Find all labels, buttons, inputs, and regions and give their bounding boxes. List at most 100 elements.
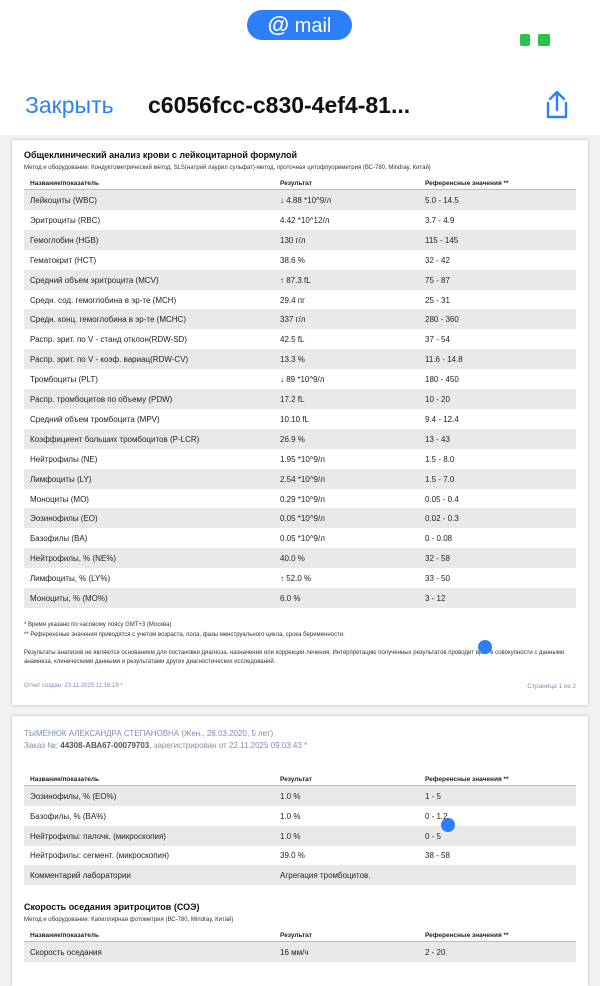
table-row: Гематокрит (HCT) 38.6 % 32 - 42 bbox=[24, 250, 576, 270]
table-cell: 13 - 43 bbox=[425, 434, 450, 444]
table-row: Лимфоциты (LY) 2.54 *10^9/л 1.5 - 7.0 bbox=[24, 468, 576, 489]
table-cell: 37 - 54 bbox=[425, 335, 450, 345]
order: Заказ №: 44308-АВА67-00079703, зарегистр… bbox=[24, 741, 307, 750]
page-number: Страница 1 из 2 bbox=[527, 683, 576, 690]
table-cell: 38 - 58 bbox=[425, 851, 450, 861]
table-header: Название/показатель Результат Референсные … bbox=[24, 930, 576, 942]
footnote: ** Референсные значения приводятся с уче… bbox=[24, 632, 345, 638]
table-header: Название/показатель Результат Референсные … bbox=[24, 774, 576, 786]
share-button[interactable] bbox=[543, 89, 571, 121]
table-cell: Лимфоциты (LY) bbox=[30, 474, 92, 484]
table-cell: Тромбоциты (PLT) bbox=[30, 375, 98, 385]
table-cell: Базофилы (BA) bbox=[30, 534, 88, 544]
table-cell: 0.05 *10^9/л bbox=[280, 534, 325, 544]
table-cell: Нейтрофилы: сегмент. (микроскопия) bbox=[30, 851, 169, 861]
table-row: Тромбоциты (PLT) ↓ 89 *10^9/л 180 - 450 bbox=[24, 369, 576, 389]
column-header: Результат bbox=[280, 180, 312, 187]
table-cell: 130 г/л bbox=[280, 235, 306, 245]
column-header: Референсные значения ** bbox=[425, 180, 509, 187]
table-cell: Средн. сод. гемоглобина в эр-те (MCH) bbox=[30, 295, 177, 305]
table-cell: Моноциты (MO) bbox=[30, 494, 89, 504]
table-cell: Средний объем эритроцита (MCV) bbox=[30, 275, 159, 285]
table-cell: Базофилы, % (BA%) bbox=[30, 811, 106, 821]
table-cell: 0 - 1.2 bbox=[425, 811, 448, 821]
table-cell: Гематокрит (HCT) bbox=[30, 255, 97, 265]
table-cell: ↓ 4.88 *10^9/л bbox=[280, 196, 332, 205]
table-cell: Скорость оседания bbox=[30, 948, 102, 957]
table-cell: Моноциты, % (MO%) bbox=[30, 594, 108, 603]
table-cell: Распр. тромбоцитов по объему (PDW) bbox=[30, 395, 173, 404]
table-cell: 40.0 % bbox=[280, 554, 305, 564]
table-cell: 0.05 *10^9/л bbox=[280, 514, 325, 524]
table-cell: 38.6 % bbox=[280, 255, 305, 265]
order-details: , зарегистрирован от 22.11.2025 09:03:43… bbox=[149, 741, 308, 750]
table-cell: 0 - 0.08 bbox=[425, 534, 453, 544]
table-cell: 25 - 31 bbox=[425, 295, 450, 305]
table-cell: 10.10 fL bbox=[280, 414, 309, 424]
method: Метод и оборудование: Кондуктометрически… bbox=[24, 165, 431, 171]
column-header: Референсные значения ** bbox=[425, 776, 509, 783]
table-cell: 13.3 % bbox=[280, 355, 305, 365]
section-title: Скорость оседания эритроцитов (СОЭ) bbox=[24, 902, 200, 912]
table-cell: 9.4 - 12.4 bbox=[425, 414, 459, 424]
table-cell: 1.5 - 8.0 bbox=[425, 454, 455, 464]
column-header: Результат bbox=[280, 932, 312, 939]
table-row: Средн. сод. гемоглобина в эр-те (MCH) 29.… bbox=[24, 290, 576, 310]
table-cell: 0.05 - 0.4 bbox=[425, 494, 459, 504]
table-cell: Комментарий лаборатории bbox=[30, 871, 131, 881]
table-cell: 337 г/л bbox=[280, 315, 306, 325]
order-number: 44308-АВА67-00079703 bbox=[60, 741, 150, 750]
table-cell: ↑ 52.0 % bbox=[280, 574, 312, 584]
created: Отчет создан: 23.11.2025 11:16:19 * bbox=[24, 683, 123, 689]
table-cell: Нейтрофилы (NE) bbox=[30, 454, 98, 464]
table-cell: Средний объем тромбоцита (MPV) bbox=[30, 414, 160, 424]
table-row: Средний объем тромбоцита (MPV) 10.10 fL 9.… bbox=[24, 409, 576, 429]
document-title: c6056fcc-c830-4ef4-81... bbox=[148, 92, 411, 118]
table-cell: 39.0 % bbox=[280, 851, 305, 861]
column-header: Название/показатель bbox=[30, 776, 100, 783]
table-cell: 0.02 - 0.3 bbox=[425, 514, 459, 524]
table-cell: 1.0 % bbox=[280, 811, 301, 821]
method: Метод и оборудование: Капиллярная фотоме… bbox=[24, 917, 234, 923]
table-cell: 5.0 - 14.5 bbox=[425, 196, 459, 205]
table-cell: 16 мм/ч bbox=[280, 948, 309, 957]
table-cell: 280 - 360 bbox=[425, 315, 459, 325]
table-cell: 32 - 58 bbox=[425, 554, 450, 564]
logo: @ mail bbox=[247, 10, 352, 40]
table-cell: Агрегация тромбоцитов. bbox=[280, 871, 371, 881]
table-cell: Эритроциты (RBC) bbox=[30, 215, 101, 225]
table-row: Распр. эрит. по V - станд отклон(RDW-SD)… bbox=[24, 329, 576, 349]
table-cell: 2 - 20 bbox=[425, 948, 446, 957]
table-cell: 0.29 *10^9/л bbox=[280, 494, 325, 504]
table-cell: 3 - 12 bbox=[425, 594, 446, 603]
table-cell: Коэффициент больших тромбоцитов (P-LCR) bbox=[30, 434, 200, 444]
table-row: Эозинофилы, % (EO%) 1.0 % 1 - 5 bbox=[24, 786, 576, 806]
table-header: Название/показатель Результат Референсные … bbox=[24, 178, 576, 190]
table-cell: 1.0 % bbox=[280, 831, 301, 841]
column-header: Результат bbox=[280, 776, 312, 783]
table-row: Коэффициент больших тромбоцитов (P-LCR) 2… bbox=[24, 428, 576, 449]
table-cell: 29.4 пг bbox=[280, 295, 306, 305]
table-cell: 1.0 % bbox=[280, 792, 301, 801]
column-header: Название/показатель bbox=[30, 180, 100, 187]
table-row: Моноциты, % (MO%) 6.0 % 3 - 12 bbox=[24, 588, 576, 608]
table-cell: Нейтрофилы, % (NE%) bbox=[30, 554, 117, 564]
table-cell: ↓ 89 *10^9/л bbox=[280, 375, 325, 385]
section-title: Общеклинический анализ крови с лейкоцита… bbox=[24, 150, 298, 160]
table-row: Средн. конц. гемоглобина в эр-те (MCHC) 3… bbox=[24, 309, 576, 330]
order-label: Заказ №: bbox=[24, 741, 59, 750]
table-cell: 3.7 - 4.9 bbox=[425, 215, 455, 225]
table-cell: 180 - 450 bbox=[425, 375, 459, 385]
disclaimer: Результаты анализов не являются основани… bbox=[24, 650, 565, 665]
close-button[interactable]: Закрыть bbox=[25, 92, 114, 118]
table-cell: 0 - 5 bbox=[425, 831, 442, 841]
patient: ТЫМЕНЮК АЛЕКСАНДРА СТЕПАНОВНА (Жен., 28.… bbox=[24, 729, 274, 738]
table-cell: 6.0 % bbox=[280, 594, 301, 603]
table-cell: 1.5 - 7.0 bbox=[425, 474, 455, 484]
table-cell: 2.54 *10^9/л bbox=[280, 474, 325, 484]
table-cell: 115 - 145 bbox=[425, 235, 459, 245]
table-cell: 75 - 87 bbox=[425, 275, 450, 285]
table-row: Базофилы (BA) 0.05 *10^9/л 0 - 0.08 bbox=[24, 528, 576, 548]
table-cell: 10 - 20 bbox=[425, 395, 450, 404]
